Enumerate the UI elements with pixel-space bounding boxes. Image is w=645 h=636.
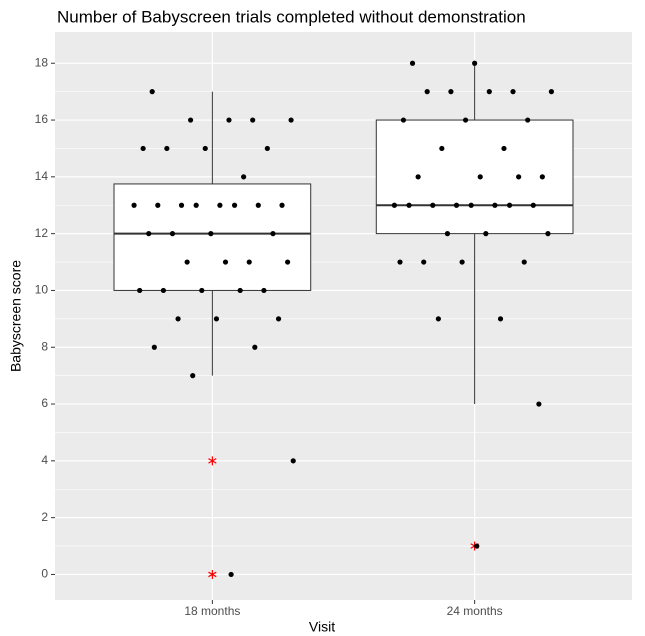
point bbox=[444, 231, 451, 237]
point bbox=[199, 287, 205, 294]
point bbox=[261, 287, 267, 294]
point bbox=[187, 117, 194, 123]
point bbox=[155, 202, 161, 208]
point bbox=[448, 89, 454, 95]
y-tick-label: 14 bbox=[35, 169, 49, 183]
point bbox=[486, 89, 492, 95]
x-tick-label: 18 months bbox=[184, 604, 240, 618]
point bbox=[545, 231, 551, 237]
point bbox=[140, 145, 146, 152]
point bbox=[439, 145, 445, 152]
point bbox=[397, 259, 403, 265]
point bbox=[241, 174, 247, 180]
x-axis-title: Visit bbox=[309, 619, 335, 635]
point bbox=[202, 145, 208, 152]
point bbox=[424, 89, 430, 95]
box bbox=[113, 183, 312, 291]
point bbox=[175, 316, 181, 322]
point bbox=[521, 259, 527, 265]
point bbox=[231, 202, 238, 208]
y-tick-label: 8 bbox=[41, 339, 48, 353]
point bbox=[213, 316, 220, 322]
point bbox=[226, 117, 232, 123]
point bbox=[151, 344, 157, 350]
point bbox=[501, 145, 507, 152]
point bbox=[149, 89, 155, 95]
y-tick-label: 4 bbox=[41, 453, 48, 467]
point bbox=[217, 202, 223, 208]
point bbox=[492, 202, 498, 208]
outlier bbox=[208, 569, 217, 579]
plot-panel bbox=[55, 32, 632, 600]
point bbox=[250, 117, 256, 123]
point bbox=[415, 174, 421, 180]
point bbox=[131, 202, 137, 208]
y-tick-label: 0 bbox=[41, 567, 48, 581]
point bbox=[279, 202, 285, 208]
point bbox=[510, 89, 516, 95]
point bbox=[178, 202, 185, 208]
point bbox=[264, 145, 270, 152]
point bbox=[190, 373, 196, 379]
point bbox=[270, 231, 276, 237]
y-tick-label: 6 bbox=[41, 396, 48, 410]
point bbox=[459, 259, 465, 265]
chart-title: Number of Babyscreen trials completed wi… bbox=[57, 7, 526, 26]
point bbox=[169, 231, 176, 237]
point bbox=[472, 60, 478, 66]
point bbox=[146, 231, 152, 237]
point bbox=[516, 174, 522, 180]
x-tick-label: 24 months bbox=[447, 604, 503, 618]
point bbox=[285, 259, 291, 265]
point bbox=[506, 202, 513, 208]
point bbox=[208, 231, 214, 237]
y-tick-label: 10 bbox=[35, 283, 49, 297]
point bbox=[222, 259, 229, 265]
point bbox=[246, 259, 252, 265]
point bbox=[237, 287, 243, 294]
point bbox=[453, 202, 460, 208]
point bbox=[474, 543, 480, 549]
point bbox=[400, 117, 407, 123]
point bbox=[391, 202, 398, 208]
y-axis-title: Babyscreen score bbox=[8, 260, 24, 372]
point bbox=[525, 117, 531, 123]
y-tick-label: 12 bbox=[35, 226, 49, 240]
point bbox=[275, 316, 282, 322]
point bbox=[483, 231, 489, 237]
point bbox=[536, 401, 542, 407]
point bbox=[228, 571, 234, 578]
point bbox=[462, 117, 469, 123]
point bbox=[252, 344, 258, 350]
point bbox=[288, 117, 294, 123]
point bbox=[421, 259, 427, 265]
y-tick-label: 2 bbox=[41, 510, 48, 524]
point bbox=[184, 259, 190, 265]
point bbox=[530, 202, 536, 208]
point bbox=[193, 202, 199, 208]
point bbox=[430, 202, 436, 208]
point bbox=[406, 202, 412, 208]
point bbox=[468, 202, 474, 208]
point bbox=[435, 316, 441, 322]
point bbox=[255, 202, 261, 208]
point bbox=[160, 287, 166, 294]
point bbox=[137, 287, 143, 294]
outlier bbox=[208, 456, 217, 466]
y-tick-label: 16 bbox=[35, 112, 49, 126]
point bbox=[497, 316, 504, 322]
point bbox=[539, 174, 545, 180]
point bbox=[548, 89, 555, 95]
point bbox=[409, 60, 416, 66]
point bbox=[290, 458, 296, 464]
point bbox=[164, 145, 170, 152]
y-tick-label: 18 bbox=[35, 55, 49, 69]
point bbox=[477, 174, 483, 180]
